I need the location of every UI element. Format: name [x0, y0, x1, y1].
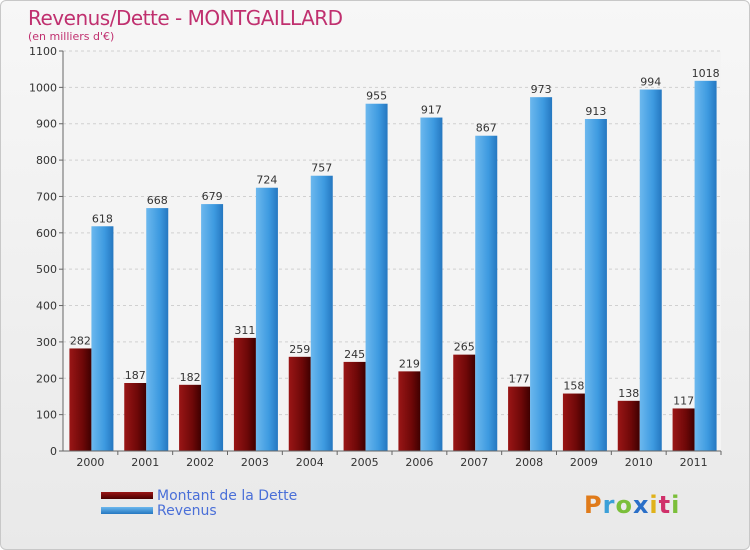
data-label-revenus: 994 [640, 76, 661, 89]
x-tick-label: 2007 [460, 456, 488, 469]
x-tick-label: 2008 [515, 456, 543, 469]
data-label-revenus: 679 [202, 190, 223, 203]
bar-debt [453, 354, 476, 451]
bar-revenus [91, 226, 114, 451]
data-label-debt: 187 [125, 369, 146, 382]
bar-debt [562, 393, 585, 451]
bar-debt [617, 400, 640, 451]
legend: Montant de la Dette Revenus [101, 487, 298, 519]
logo-letter: i [671, 491, 681, 519]
data-label-debt: 117 [673, 394, 694, 407]
bar-revenus [694, 80, 717, 452]
x-tick-label: 2006 [405, 456, 433, 469]
bar-revenus [420, 117, 443, 451]
data-label-revenus: 867 [476, 122, 497, 135]
data-label-revenus: 757 [311, 162, 332, 175]
bar-debt [69, 348, 92, 451]
bar-revenus [639, 89, 662, 451]
y-tick-label: 800 [36, 154, 57, 167]
x-tick-label: 2009 [570, 456, 598, 469]
data-label-revenus: 917 [421, 104, 442, 117]
data-label-debt: 219 [399, 357, 420, 370]
bar-revenus [530, 97, 553, 451]
y-tick-label: 500 [36, 263, 57, 276]
data-label-debt: 265 [454, 341, 475, 354]
bar-debt [288, 356, 311, 451]
logo-letter: t [658, 491, 672, 519]
data-label-revenus: 973 [531, 83, 552, 96]
legend-item-debt: Montant de la Dette [101, 487, 298, 504]
data-label-debt: 282 [70, 334, 91, 347]
data-label-debt: 182 [180, 371, 201, 384]
legend-label-debt: Montant de la Dette [157, 487, 298, 504]
bar-debt [124, 383, 147, 451]
logo-letter: i [649, 491, 659, 519]
bar-revenus [365, 103, 388, 452]
bar-revenus [255, 187, 278, 451]
data-label-revenus: 955 [366, 90, 387, 103]
bar-revenus [201, 204, 224, 451]
x-tick-label: 2010 [625, 456, 653, 469]
chart-title: Revenus/Dette - MONTGAILLARD [28, 6, 343, 30]
legend-label-revenus: Revenus [157, 502, 217, 519]
y-tick-label: 300 [36, 336, 57, 349]
data-label-revenus: 724 [256, 174, 277, 187]
data-label-debt: 177 [509, 373, 530, 386]
y-tick-label: 0 [50, 445, 57, 458]
data-label-debt: 259 [289, 343, 310, 356]
x-tick-label: 2000 [76, 456, 104, 469]
legend-item-revenus: Revenus [101, 502, 297, 519]
data-label-revenus: 668 [147, 194, 168, 207]
y-tick-label: 600 [36, 227, 57, 240]
x-tick-label: 2003 [241, 456, 269, 469]
y-tick-label: 1000 [29, 81, 57, 94]
y-tick-label: 200 [36, 372, 57, 385]
bar-revenus [584, 119, 607, 451]
bar-debt [179, 384, 202, 451]
plot-area [63, 51, 721, 451]
data-label-debt: 138 [618, 387, 639, 400]
y-tick-label: 1100 [29, 45, 57, 58]
logo-letter: o [615, 491, 633, 519]
x-tick-label: 2002 [186, 456, 214, 469]
bar-debt [343, 361, 366, 451]
x-tick-label: 2011 [680, 456, 708, 469]
data-label-revenus: 618 [92, 212, 113, 225]
data-label-debt: 311 [234, 324, 255, 337]
proxiti-logo: Proxiti [584, 491, 680, 519]
logo-letter: P [584, 491, 603, 519]
bar-revenus [146, 208, 169, 451]
x-tick-label: 2004 [296, 456, 324, 469]
bar-debt [508, 386, 531, 451]
data-label-revenus: 1018 [692, 67, 720, 80]
logo-letter: x [632, 491, 650, 519]
data-label-debt: 158 [563, 380, 584, 393]
y-tick-label: 700 [36, 190, 57, 203]
chart-subtitle: (en milliers d'€) [28, 30, 115, 43]
y-tick-label: 100 [36, 409, 57, 422]
bar-debt [233, 337, 256, 451]
x-tick-label: 2001 [131, 456, 159, 469]
data-label-debt: 245 [344, 348, 365, 361]
bar-revenus [310, 175, 333, 451]
bar-debt [672, 408, 695, 451]
legend-swatch-debt [101, 492, 153, 499]
x-tick-label: 2005 [351, 456, 379, 469]
legend-swatch-revenus [101, 507, 153, 514]
y-tick-label: 900 [36, 118, 57, 131]
bar-revenus [475, 135, 498, 451]
logo-letter: r [602, 491, 616, 519]
y-tick-label: 400 [36, 300, 57, 313]
bar-debt [398, 371, 421, 451]
data-label-revenus: 913 [585, 105, 606, 118]
